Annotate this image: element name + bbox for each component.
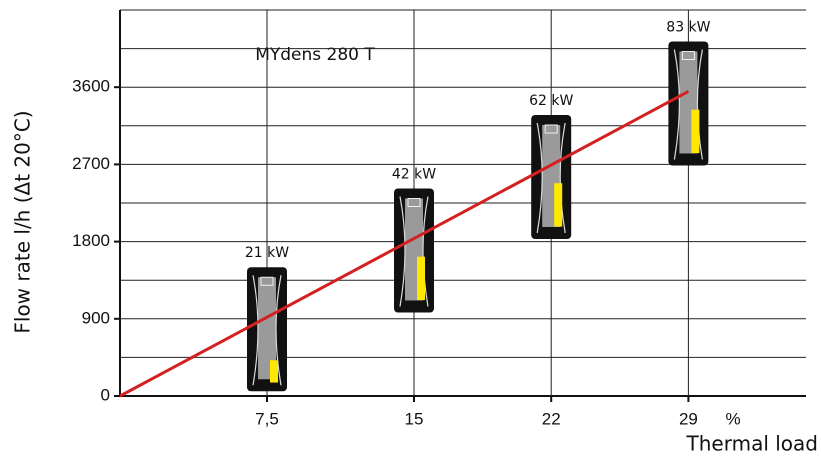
line [119,90,690,398]
boiler-display [407,197,421,207]
annotation: 42 kW [392,166,436,182]
annotation: 62 kW [529,93,573,109]
x-tick-label: 22 [542,409,561,428]
boiler-pipes [252,275,282,386]
boiler-icon [394,188,434,313]
x-axis-label: Thermal load [686,432,818,456]
boiler-pipes [399,196,429,307]
boiler-pipes [673,49,703,160]
boiler-panel [258,277,276,380]
y-tick-label: 900 [82,308,110,327]
y-axis-label: Flow rate l/h (Δt 20°C) [11,110,35,333]
y-tick-label: 1800 [72,231,110,250]
y-tick-label: 2700 [72,154,110,173]
chart-title: MYdens 280 T [255,45,375,65]
x-tick-label: 29 [679,409,698,428]
boiler-display [681,50,695,60]
x-tick-label: 15 [405,409,424,428]
y-tick-label: 0 [101,385,110,404]
boiler-icon [247,267,287,392]
boiler-display [260,276,274,286]
boiler-icon [668,41,709,166]
annotation: 83 kW [666,19,710,35]
annotation: 21 kW [245,245,289,261]
boiler-yellow [417,256,425,301]
y-tick-label: 3600 [72,77,110,96]
boiler-icon [531,114,572,239]
boiler-yellow [270,360,278,383]
boiler-pipes [536,122,566,234]
x-unit: % [725,409,740,428]
x-tick-label: 7,5 [255,409,279,428]
boiler-display [544,124,558,134]
boiler-yellow [691,109,700,154]
boiler-yellow [554,183,563,227]
